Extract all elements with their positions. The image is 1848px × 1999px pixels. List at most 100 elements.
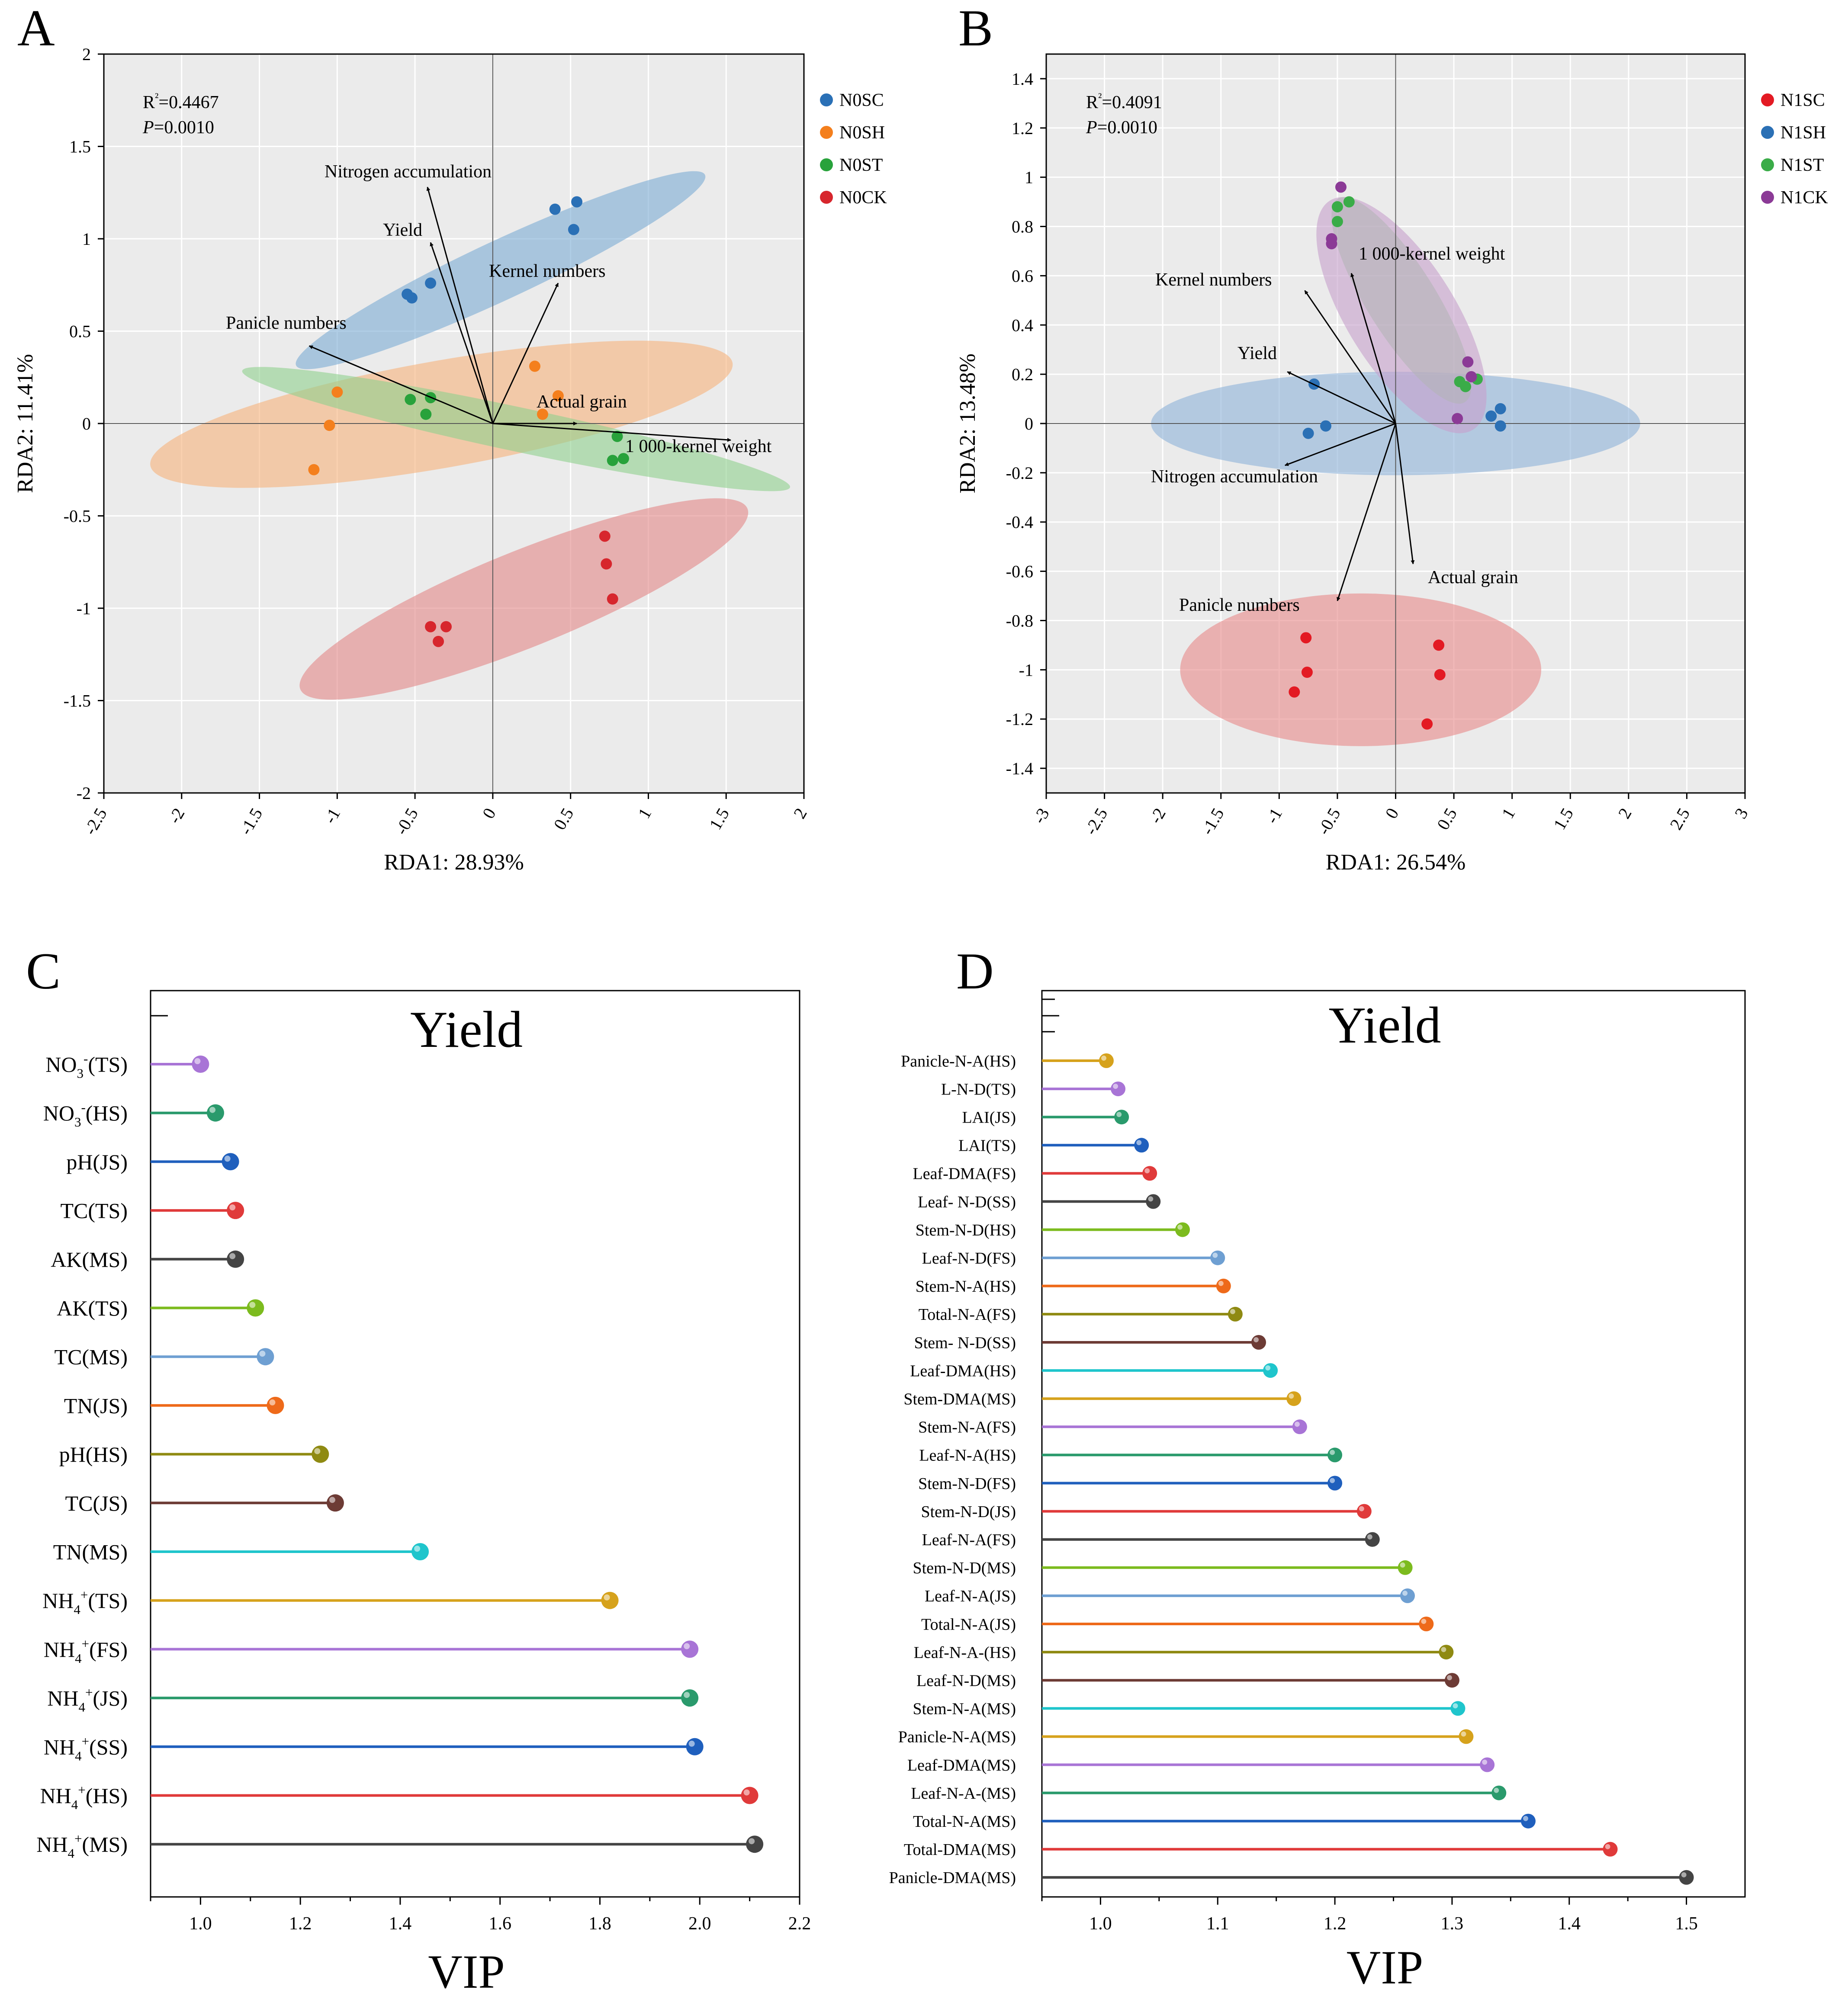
lollipop-head	[1146, 1194, 1161, 1209]
lollipop-head	[746, 1835, 764, 1853]
data-point-n0sc	[568, 224, 579, 235]
lollipop-head	[1356, 1504, 1372, 1519]
y-tick-label: 1.4	[1012, 69, 1033, 89]
r-squared-label: R²=0.4091	[1086, 91, 1162, 112]
category-label: L-N-D(TS)	[941, 1080, 1016, 1098]
lollipop-head	[227, 1202, 244, 1219]
lollipop-head	[1292, 1419, 1307, 1434]
lollipop-head	[1520, 1813, 1536, 1829]
lollipop-highlight	[1113, 1084, 1118, 1089]
loading-vector	[1350, 273, 1396, 424]
x-tick-label: 0	[479, 805, 500, 822]
data-point-n1sc	[1433, 639, 1445, 651]
category-label: Leaf- N-D(SS)	[918, 1193, 1016, 1211]
category-label: Leaf-DMA(FS)	[913, 1165, 1016, 1183]
y-tick-label: 1	[82, 229, 91, 249]
legend-label-n1sc: N1SC	[1781, 90, 1825, 110]
category-label: Stem-N-A(HS)	[916, 1277, 1016, 1296]
loading-vector	[1337, 423, 1396, 601]
x-tick-label: -2	[1145, 805, 1170, 827]
vector-label: Yield	[1237, 343, 1277, 363]
lollipop-highlight	[209, 1107, 215, 1113]
loading-vector	[492, 423, 731, 442]
x-tick-label: -0.5	[1314, 805, 1344, 838]
data-point-n0st	[405, 394, 416, 405]
data-point-n1sc	[1289, 686, 1300, 698]
x-tick-label: -2.5	[1081, 805, 1112, 838]
category-label: Leaf-N-A-(MS)	[911, 1784, 1016, 1803]
legend-label-n0st: N0ST	[839, 155, 883, 175]
lollipop-highlight	[1400, 1562, 1405, 1568]
data-point-n0sc	[406, 292, 418, 304]
lollipop-head	[1114, 1110, 1129, 1125]
category-label: Leaf-DMA(HS)	[910, 1362, 1016, 1380]
data-point-n1st	[1460, 381, 1471, 392]
lollipop-highlight	[684, 1692, 690, 1698]
lollipop-highlight	[194, 1058, 201, 1064]
loading-vector	[309, 345, 493, 424]
loading-vector	[1304, 290, 1396, 424]
x-tick-label: -1	[1262, 805, 1286, 827]
category-label: Stem-N-D(JS)	[921, 1503, 1016, 1521]
lollipop-head	[601, 1591, 619, 1609]
y-axis-label: RDA2: 11.41%	[13, 354, 38, 493]
vector-label: Kernel numbers	[489, 261, 605, 281]
data-point-n1sh	[1485, 410, 1497, 422]
lollipop-highlight	[1218, 1280, 1224, 1286]
lollipop-highlight	[229, 1204, 236, 1211]
data-point-n1ck	[1335, 181, 1347, 193]
confidence-ellipse-n1ck	[1316, 197, 1487, 433]
panel-letter: C	[26, 942, 61, 1000]
loading-vector	[1395, 423, 1415, 565]
lollipop-head	[1175, 1222, 1190, 1237]
lollipop-highlight	[1294, 1421, 1300, 1427]
category-label: NH4+(SS)	[44, 1733, 128, 1763]
lollipop-head	[207, 1104, 224, 1122]
category-label: TC(MS)	[55, 1345, 128, 1369]
lollipop-highlight	[1148, 1196, 1154, 1202]
lollipop-highlight	[1367, 1534, 1372, 1540]
y-tick-label: -2	[77, 783, 91, 803]
lollipop-head	[1286, 1391, 1302, 1406]
category-label: Total-DMA(MS)	[904, 1841, 1016, 1859]
vector-label: Actual grain	[537, 392, 627, 412]
lollipop-highlight	[1441, 1647, 1446, 1652]
data-point-n1ck	[1462, 356, 1474, 368]
category-label: Panicle-N-A(HS)	[901, 1052, 1016, 1070]
lollipop-highlight	[749, 1838, 755, 1845]
category-label: NH4+(HS)	[40, 1782, 128, 1812]
x-tick-label: 1.4	[389, 1914, 412, 1934]
vector-label: 1 000-kernel weight	[625, 436, 772, 456]
y-tick-label: -0.6	[1006, 562, 1033, 581]
category-label: Stem-N-D(MS)	[913, 1559, 1016, 1577]
loading-vector	[426, 186, 494, 424]
data-point-n1ck	[1466, 371, 1477, 382]
legend-marker-n1sc	[1761, 93, 1774, 106]
panel-letter: B	[958, 0, 993, 57]
category-label: Stem-N-A(MS)	[913, 1700, 1016, 1718]
category-label: Panicle-DMA(MS)	[889, 1869, 1016, 1887]
legend-marker-n0st	[820, 158, 833, 171]
p-value-label: P=0.0010	[1086, 118, 1157, 138]
y-tick-label: 0	[1025, 414, 1033, 433]
category-label: AK(TS)	[57, 1296, 128, 1320]
chart-title: Yield	[410, 1001, 523, 1058]
lollipop-highlight	[1421, 1619, 1427, 1624]
data-point-n0sc	[425, 277, 437, 289]
data-point-n0ck	[607, 593, 618, 605]
y-tick-label: -1	[1019, 660, 1033, 680]
lollipop-head	[1216, 1278, 1231, 1293]
lollipop-head	[1480, 1757, 1495, 1772]
lollipop-highlight	[1681, 1872, 1687, 1877]
p-value-label: P=0.0010	[142, 118, 214, 138]
data-point-n0sh	[331, 386, 343, 398]
lollipop-head	[1444, 1673, 1459, 1688]
lollipop-head	[267, 1396, 284, 1414]
lollipop-head	[257, 1348, 274, 1366]
category-label: Total-N-A(FS)	[919, 1306, 1016, 1324]
lollipop-head	[222, 1153, 239, 1171]
y-tick-label: 1.5	[69, 137, 91, 157]
x-tick-label: 1.1	[1206, 1914, 1229, 1934]
data-point-n1sc	[1434, 669, 1446, 680]
x-tick-label: 1.4	[1558, 1914, 1581, 1934]
